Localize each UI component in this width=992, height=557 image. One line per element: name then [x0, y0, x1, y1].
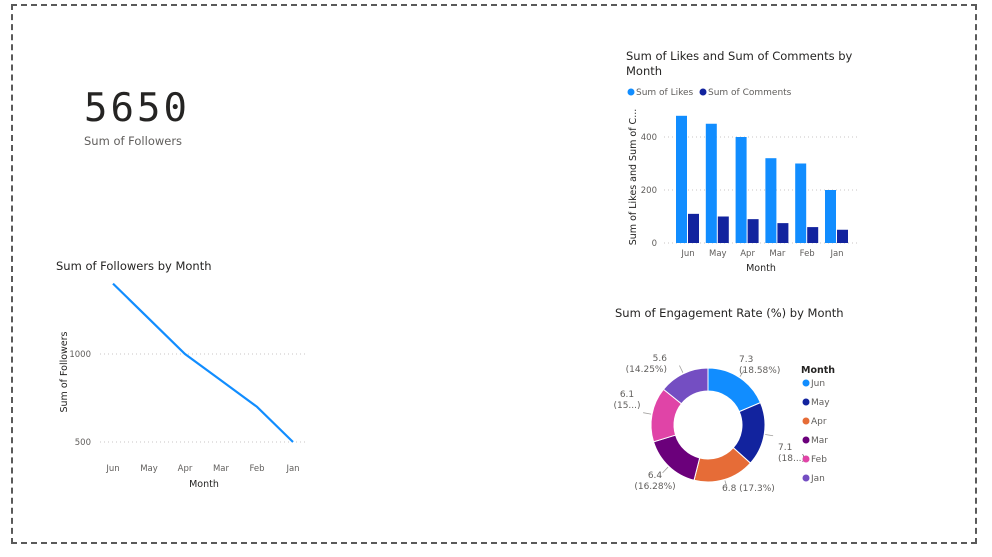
bar-legend-label: Sum of Comments [708, 88, 792, 98]
donut-data-label: (16.28%) [634, 482, 675, 492]
bar-legend-label: Sum of Likes [636, 88, 694, 98]
bar-y-tick: 200 [641, 186, 657, 196]
followers-y-tick: 1000 [69, 350, 91, 360]
likes-bar[interactable] [735, 137, 747, 243]
likes-bar[interactable] [765, 158, 777, 243]
donut-leader-line [739, 369, 745, 377]
donut-leader-line [679, 365, 684, 373]
bar-y-tick: 0 [652, 239, 657, 249]
likes-bar[interactable] [825, 190, 836, 243]
donut-data-label: (18...) [778, 454, 805, 464]
followers-x-axis-title: Month [189, 479, 219, 490]
donut-legend-marker[interactable] [802, 417, 810, 425]
comments-bar[interactable] [837, 229, 848, 243]
comments-bar[interactable] [807, 227, 819, 243]
donut-leader-line [765, 434, 774, 437]
followers-x-tick: May [140, 464, 158, 474]
donut-legend-marker[interactable] [802, 379, 810, 387]
donut-data-label: (18.58%) [739, 366, 780, 376]
donut-leader-line [724, 480, 728, 489]
bar-x-tick: Jun [680, 249, 694, 259]
kpi-followers-label: Sum of Followers [84, 134, 183, 148]
donut-data-label: (15...) [613, 401, 640, 411]
likes-comments-chart-title: Sum of Likes and Sum of Comments by Mont… [626, 49, 853, 78]
followers-x-tick: Feb [249, 464, 264, 474]
donut-data-label: 6.4 [648, 471, 663, 481]
bar-x-tick: May [709, 249, 727, 259]
followers-x-tick: Apr [178, 464, 193, 474]
comments-bar[interactable] [688, 213, 699, 243]
donut-legend-marker[interactable] [802, 474, 810, 482]
donut-legend-marker[interactable] [802, 436, 810, 444]
donut-data-label: (14.25%) [626, 365, 667, 375]
kpi-followers-value: 5650 [84, 86, 190, 131]
likes-bar[interactable] [705, 123, 717, 243]
donut-legend-title: Month [801, 365, 835, 376]
comments-bar[interactable] [747, 219, 759, 243]
donut-legend-label[interactable]: Mar [811, 436, 828, 446]
bar-x-tick: Jan [829, 249, 843, 259]
donut-legend-label[interactable]: Jan [810, 474, 825, 484]
followers-x-tick: Jan [285, 464, 299, 474]
comments-bar[interactable] [717, 216, 729, 244]
donut-data-label: 6.1 [620, 390, 634, 400]
followers-y-axis-title: Sum of Followers [59, 331, 70, 412]
followers-line [112, 282, 294, 443]
donut-legend-label[interactable]: Jun [810, 379, 825, 389]
bar-x-tick: Apr [740, 249, 755, 259]
donut-legend-label[interactable]: Apr [811, 417, 827, 427]
donut-legend-marker[interactable] [802, 398, 810, 406]
donut-data-label: 6.8 (17.3%) [722, 484, 775, 494]
donut-legend-marker[interactable] [802, 455, 810, 463]
report-canvas-border [11, 4, 977, 544]
followers-y-tick: 500 [75, 438, 91, 448]
bar-y-tick: 400 [641, 133, 657, 143]
donut-leader-line [662, 466, 669, 474]
bar-x-tick: Feb [800, 249, 815, 259]
followers-x-tick: Mar [213, 464, 230, 474]
donut-data-label: 7.3 [739, 355, 753, 365]
bar-x-tick: Mar [769, 249, 786, 259]
likes-comments-x-axis-title: Month [746, 263, 776, 274]
bar-legend-marker [627, 88, 635, 96]
engagement-chart-title: Sum of Engagement Rate (%) by Month [615, 306, 844, 320]
donut-data-label: 5.6 [653, 354, 668, 364]
comments-bar[interactable] [777, 223, 789, 243]
donut-legend-label[interactable]: Feb [811, 455, 827, 465]
likes-comments-y-axis-title: Sum of Likes and Sum of C... [628, 109, 639, 246]
likes-bar[interactable] [676, 115, 687, 243]
followers-x-tick: Jun [105, 464, 119, 474]
donut-legend-label[interactable]: May [811, 398, 830, 408]
followers-chart-title: Sum of Followers by Month [56, 259, 212, 273]
donut-leader-line [643, 412, 652, 415]
donut-slice-jan[interactable] [662, 367, 709, 405]
likes-bar[interactable] [795, 163, 807, 244]
bar-legend-marker [699, 88, 707, 96]
donut-data-label: 7.1 [778, 443, 792, 453]
